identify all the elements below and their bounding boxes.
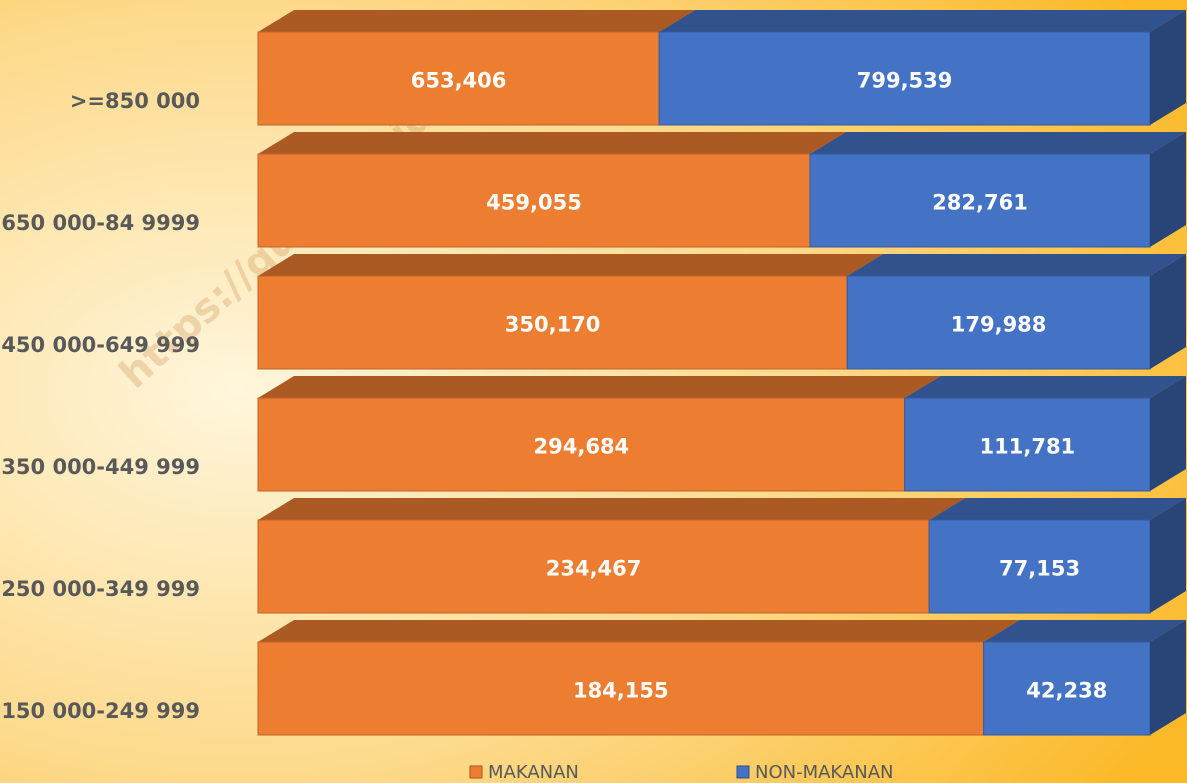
bar-top [847,254,1186,276]
bar [846,275,1151,370]
data-label: 179,988 [951,313,1047,337]
y-tick-label: 450 000-649 999 [1,333,200,357]
bar-top [659,10,1186,32]
bar [257,275,848,370]
data-label: 459,055 [486,191,582,215]
y-tick-label: 250 000-349 999 [1,577,200,601]
data-label: 77,153 [999,557,1080,581]
bar-side [1150,498,1186,613]
bar-top [258,376,941,398]
data-label: 234,467 [546,557,642,581]
y-tick-label: 150 000-249 999 [1,699,200,723]
bar [983,641,1151,736]
bar-side [1150,132,1186,247]
bar-side [1150,620,1186,735]
y-tick-label: >=850 000 [70,89,200,113]
bar-top [929,498,1186,520]
y-tick-label: 350 000-449 999 [1,455,200,479]
bar-top [983,620,1186,642]
bar-top [258,620,1020,642]
bar [809,153,1151,248]
bar-top [258,498,966,520]
legend-label: NON-MAKANAN [755,762,893,783]
data-label: 184,155 [573,679,669,703]
bar [257,31,660,126]
data-label: 653,406 [411,69,507,93]
bar [257,519,930,614]
bar [257,397,906,492]
bar [257,153,811,248]
data-label: 294,684 [534,435,630,459]
bar [928,519,1151,614]
data-label: 111,781 [980,435,1076,459]
bar-top [258,10,696,32]
bar-side [1150,376,1186,491]
y-tick-label: 650 000-84 9999 [1,211,200,235]
legend-marker [469,765,483,779]
data-label: 282,761 [932,191,1028,215]
bar-top [904,376,1186,398]
legend-label: MAKANAN [488,762,579,783]
bar-side [1150,254,1186,369]
bar-top [258,132,846,154]
bar-top [809,132,1186,154]
bar-top [258,254,884,276]
legend-marker [736,765,750,779]
data-label: 799,539 [857,69,953,93]
bar-side [1150,10,1186,125]
data-label: 350,170 [505,313,601,337]
data-label: 42,238 [1026,679,1107,703]
bar [257,641,985,736]
